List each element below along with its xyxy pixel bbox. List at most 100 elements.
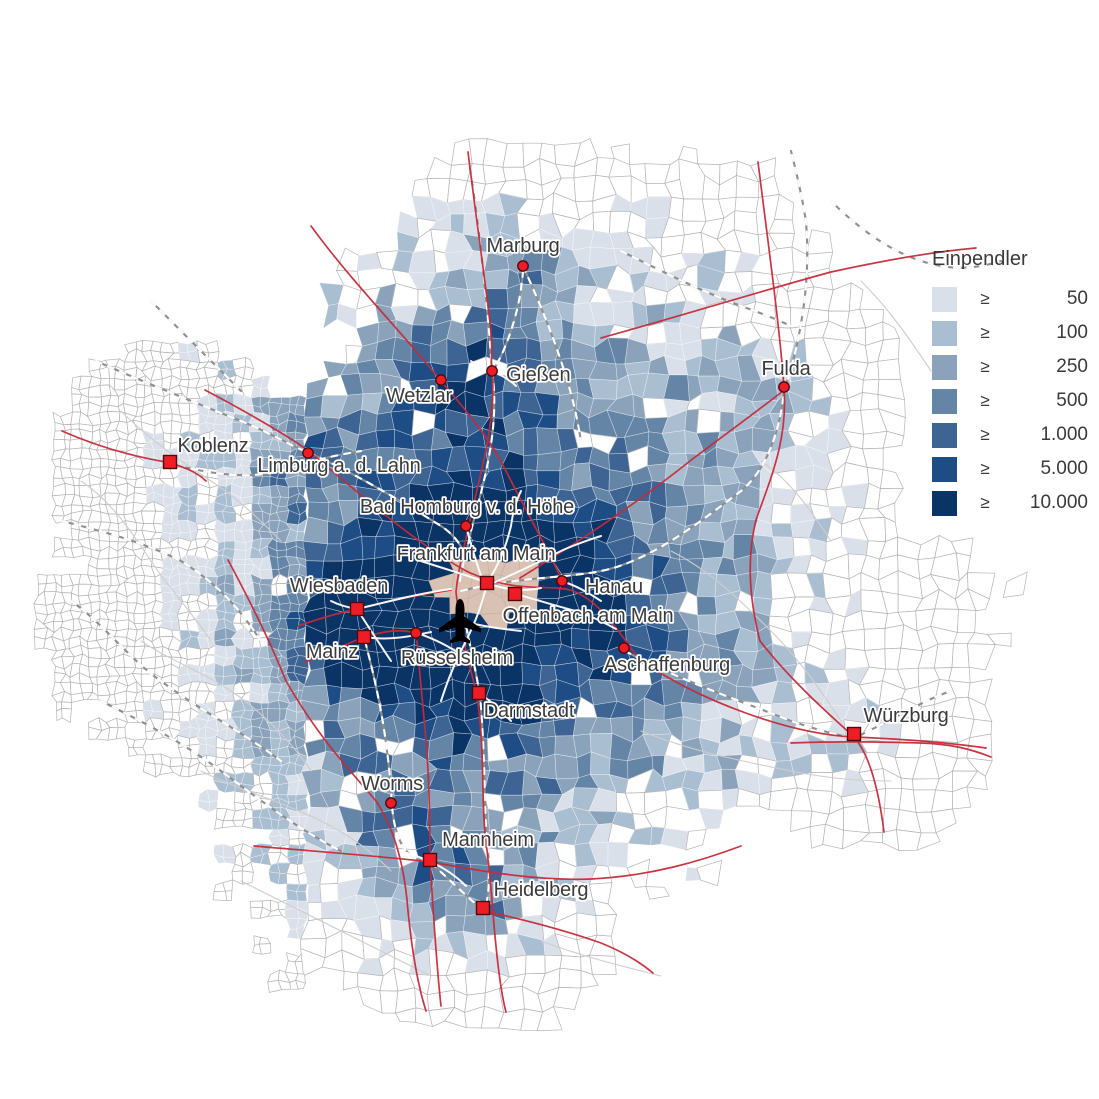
city-marker-darmstadt xyxy=(471,685,487,701)
municipality-cell xyxy=(483,268,510,290)
municipality-cell xyxy=(303,394,324,418)
municipality-cell xyxy=(824,740,849,755)
municipality-cell xyxy=(357,986,383,1014)
municipality-cell xyxy=(863,628,886,651)
legend-value: 100 xyxy=(1056,322,1088,343)
municipality-cell xyxy=(68,438,83,450)
municipality-cell xyxy=(957,609,977,633)
municipality-cell xyxy=(681,198,707,222)
municipality-cell xyxy=(525,954,546,975)
city-label-offenbach-am-main: Offenbach am Main xyxy=(503,605,674,627)
municipality-cell xyxy=(734,196,759,214)
municipality-cell xyxy=(258,943,272,955)
city-marker-w-rzburg xyxy=(846,726,862,742)
municipality-cell xyxy=(877,358,901,381)
municipality-cell xyxy=(879,469,904,489)
legend-value: 50 xyxy=(1066,288,1088,309)
municipality-cell xyxy=(685,829,707,851)
municipality-cell xyxy=(464,969,488,996)
municipality-cell xyxy=(70,692,85,703)
legend-swatch xyxy=(932,286,957,312)
city-label-r-sselsheim: Rüsselsheim xyxy=(401,647,513,669)
municipality-cell xyxy=(185,646,202,660)
legend-value: 10.000 xyxy=(1029,492,1088,513)
municipality-cell xyxy=(697,375,721,394)
municipality-cell xyxy=(335,247,360,272)
municipality-cell xyxy=(337,483,359,501)
municipality-cell xyxy=(912,778,940,791)
legend-value: 1.000 xyxy=(1040,424,1088,445)
municipality-cell xyxy=(770,502,792,525)
city-label-heidelberg: Heidelberg xyxy=(494,879,589,901)
municipality-cell xyxy=(916,832,941,851)
municipality-cell xyxy=(445,894,468,917)
municipality-cell xyxy=(452,792,473,807)
municipality-cell xyxy=(319,883,339,904)
city-label-mannheim: Mannheim xyxy=(442,829,534,851)
municipality-cell xyxy=(645,196,672,220)
municipality-cell xyxy=(770,523,794,538)
municipality-cell xyxy=(698,808,725,831)
municipality-cell xyxy=(571,627,590,650)
gte-symbol: ≥ xyxy=(980,357,990,376)
municipality-cell xyxy=(716,391,737,413)
municipality-cell xyxy=(668,196,684,222)
municipality-cell xyxy=(234,790,245,805)
municipality-cell xyxy=(791,246,808,274)
city-marker-mannheim xyxy=(422,852,438,868)
municipality-cell xyxy=(261,676,272,685)
municipality-cell xyxy=(87,384,102,398)
municipality-cell xyxy=(208,800,219,813)
municipality-cell xyxy=(87,647,102,660)
municipality-cell xyxy=(288,828,300,840)
municipality-cell xyxy=(592,210,611,235)
municipality-cell xyxy=(882,321,900,341)
municipality-cell xyxy=(792,536,812,558)
municipality-cell xyxy=(843,804,870,834)
municipality-cell xyxy=(860,392,879,411)
legend-row: ≥ 50 xyxy=(932,286,1088,312)
municipality-cell xyxy=(538,720,556,739)
municipality-cell xyxy=(721,788,740,811)
municipality-cell xyxy=(678,145,698,165)
city-label-marburg: Marburg xyxy=(486,235,559,257)
municipality-cell xyxy=(233,393,246,407)
municipality-cell xyxy=(114,378,126,391)
city-label-w-rzburg: Würzburg xyxy=(863,705,948,727)
municipality-cell xyxy=(294,404,306,417)
city-marker-mainz xyxy=(356,629,372,645)
municipality-cell xyxy=(70,545,84,559)
municipality-cell xyxy=(70,423,80,430)
city-label-frankfurt-am-main: Frankfurt am Main xyxy=(397,543,556,565)
municipality-cell xyxy=(276,782,290,796)
municipality-cell xyxy=(243,366,254,381)
city-marker-gie-en xyxy=(486,365,498,377)
legend-row: ≥ 250 xyxy=(932,354,1088,380)
legend-value: 500 xyxy=(1056,390,1088,411)
municipality-cell xyxy=(629,163,647,185)
municipality-cell xyxy=(848,282,864,312)
municipality-cell xyxy=(342,970,359,991)
municipality-cell xyxy=(426,156,452,179)
municipality-cell xyxy=(553,987,582,1010)
municipality-cell xyxy=(177,402,191,416)
municipality-cell xyxy=(197,800,210,813)
legend-title: Einpendler xyxy=(932,248,1028,270)
city-label-bad-homburg-v-d-h-he: Bad Homburg v. d. Höhe xyxy=(360,496,574,518)
municipality-cell xyxy=(206,788,219,803)
legend-row: ≥ 500 xyxy=(932,388,1088,414)
municipality-cell xyxy=(681,231,705,255)
municipality-cell xyxy=(132,738,148,748)
city-label-darmstadt: Darmstadt xyxy=(484,700,575,722)
municipality-cell xyxy=(773,193,794,221)
municipality-cell xyxy=(391,336,412,363)
legend-swatch xyxy=(932,354,957,380)
municipality-cell xyxy=(379,915,393,942)
municipality-cell xyxy=(410,341,432,363)
gte-symbol: ≥ xyxy=(980,289,990,308)
gte-symbol: ≥ xyxy=(980,323,990,342)
municipality-cell xyxy=(125,520,138,532)
municipality-cell xyxy=(142,761,157,778)
municipality-cell xyxy=(646,321,668,345)
